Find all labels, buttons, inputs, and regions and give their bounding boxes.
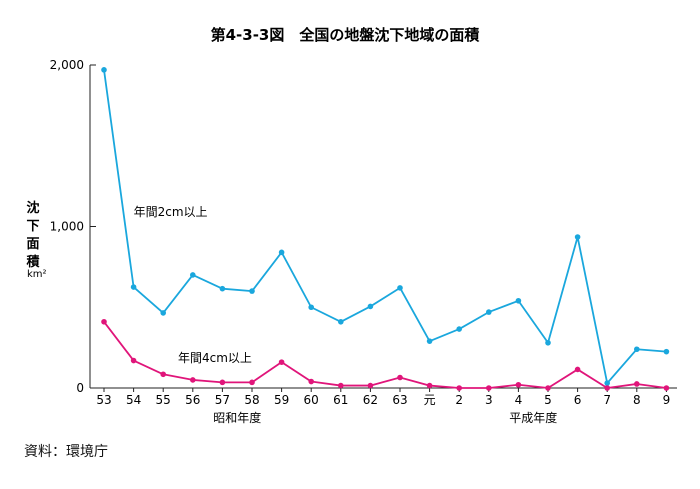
x-ticks: 53 54 55 56 57 58 59 60 61 62 63 元 2 3 4 5 6 7 8 9 (96, 388, 670, 407)
data-point (426, 382, 433, 389)
y-ticks: 0 1,000 2,000 (50, 58, 96, 395)
series-line-0 (103, 69, 667, 385)
x-tick-label: 8 (633, 393, 641, 407)
data-point (545, 339, 551, 346)
data-point (367, 303, 374, 310)
data-point (397, 374, 403, 381)
x-tick-label: 2 (455, 393, 463, 407)
data-point (101, 318, 107, 325)
series-label: 年間4cm以上 (178, 351, 252, 365)
data-point (604, 380, 610, 386)
x-tick-label: 57 (215, 393, 230, 407)
data-point (574, 366, 581, 373)
data-point (397, 285, 403, 291)
data-point (486, 385, 492, 391)
x-tick-label: 59 (274, 393, 289, 407)
data-point (278, 249, 285, 256)
x-tick-label: 7 (603, 393, 611, 407)
x-tick-label: 4 (515, 393, 523, 407)
data-point (338, 382, 344, 389)
data-point (456, 385, 463, 391)
source-note: 資料：環境庁 (24, 444, 108, 460)
x-tick-label: 58 (244, 393, 259, 407)
data-point (456, 326, 463, 332)
data-point (515, 381, 522, 388)
x-tick-label: 53 (96, 393, 111, 407)
data-point (338, 318, 344, 325)
data-point (219, 379, 226, 386)
data-point (663, 385, 670, 391)
data-point (249, 379, 255, 386)
data-point (130, 284, 137, 290)
series-label: 年間2cm以上 (134, 205, 208, 219)
data-point (160, 371, 166, 378)
data-point (486, 309, 492, 315)
x-tick-label: 60 (304, 393, 319, 407)
data-point (249, 288, 255, 294)
series-line-1 (103, 321, 667, 389)
x-tick-label: 9 (663, 393, 671, 407)
y-axis-label-char: 面 (26, 237, 39, 252)
data-point (190, 377, 196, 383)
data-point (634, 381, 640, 387)
x-tick-label: 62 (363, 393, 378, 407)
x-tick-label: 5 (544, 393, 552, 407)
era-label: 昭和年度 (213, 410, 261, 425)
y-axis-label-char: 沈 (26, 200, 39, 216)
x-tick-label: 元 (424, 393, 436, 407)
x-tick-label: 63 (392, 393, 407, 407)
data-point (545, 385, 551, 391)
x-tick-label: 54 (126, 393, 141, 407)
x-tick-label: 6 (574, 393, 582, 407)
x-tick-label: 3 (485, 393, 493, 407)
x-tick-label: 56 (185, 393, 200, 407)
era-label: 平成年度 (509, 410, 557, 425)
data-point (515, 297, 522, 304)
data-point (604, 385, 610, 391)
y-tick-label: 2,000 (50, 58, 84, 72)
data-point (160, 310, 166, 316)
x-tick-label: 55 (156, 393, 171, 407)
data-point (634, 346, 640, 353)
data-point (308, 378, 315, 385)
x-tick-label: 61 (333, 393, 348, 407)
y-axis-label-char: 積 (25, 254, 40, 270)
data-point (663, 348, 670, 355)
data-point (190, 272, 196, 278)
y-tick-label: 0 (76, 381, 84, 395)
data-point (574, 234, 581, 240)
data-point (426, 338, 433, 344)
y-axis-label-char: 下 (26, 219, 39, 234)
data-point (308, 304, 315, 311)
era-labels: 昭和年度 平成年度 (213, 410, 557, 425)
data-point (101, 67, 107, 73)
data-point (367, 382, 374, 389)
y-axis-unit: km² (27, 269, 47, 280)
data-point (219, 285, 226, 292)
data-point (278, 359, 285, 365)
y-tick-label: 1,000 (50, 220, 84, 234)
chart-title: 第4-3-3図 全国の地盤沈下地域の面積 (211, 26, 481, 44)
data-point (130, 357, 137, 364)
